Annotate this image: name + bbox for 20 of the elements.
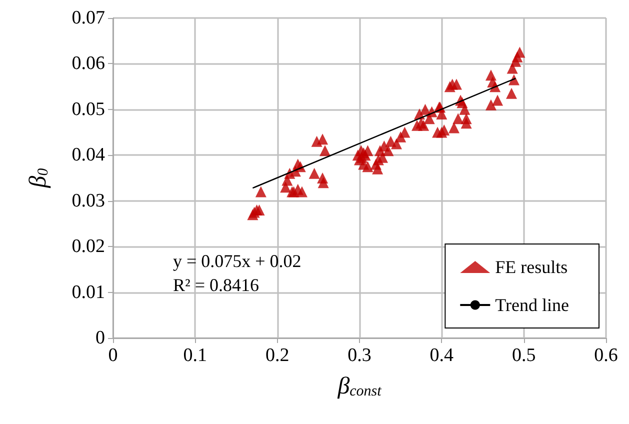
x-tick-label: 0.4	[430, 345, 454, 366]
x-axis-title: βconst	[336, 374, 382, 400]
y-tick-label: 0.07	[72, 8, 105, 28]
y-tick-label: 0.01	[72, 282, 105, 303]
y-tick-label: 0.05	[72, 98, 105, 120]
legend-label: Trend line	[495, 295, 570, 315]
y-tick-label: 0.03	[72, 190, 105, 212]
y-tick-label: 0.06	[72, 53, 105, 74]
x-tick-label: 0.5	[512, 345, 536, 366]
y-tick-label: 0	[96, 328, 105, 348]
y-axis-title: β0	[26, 168, 52, 189]
annotation: R² = 0.8416	[173, 275, 260, 295]
legend-label: FE results	[495, 257, 568, 277]
y-tick-label: 0.04	[72, 144, 106, 166]
y-tick-label: 0.02	[72, 236, 105, 258]
x-tick-label: 0.2	[265, 345, 290, 366]
x-tick-label: 0.1	[183, 345, 208, 366]
annotation: y = 0.075x + 0.02	[173, 251, 302, 271]
x-tick-label: 0.6	[594, 345, 618, 366]
x-tick-label: 0.3	[348, 345, 372, 366]
